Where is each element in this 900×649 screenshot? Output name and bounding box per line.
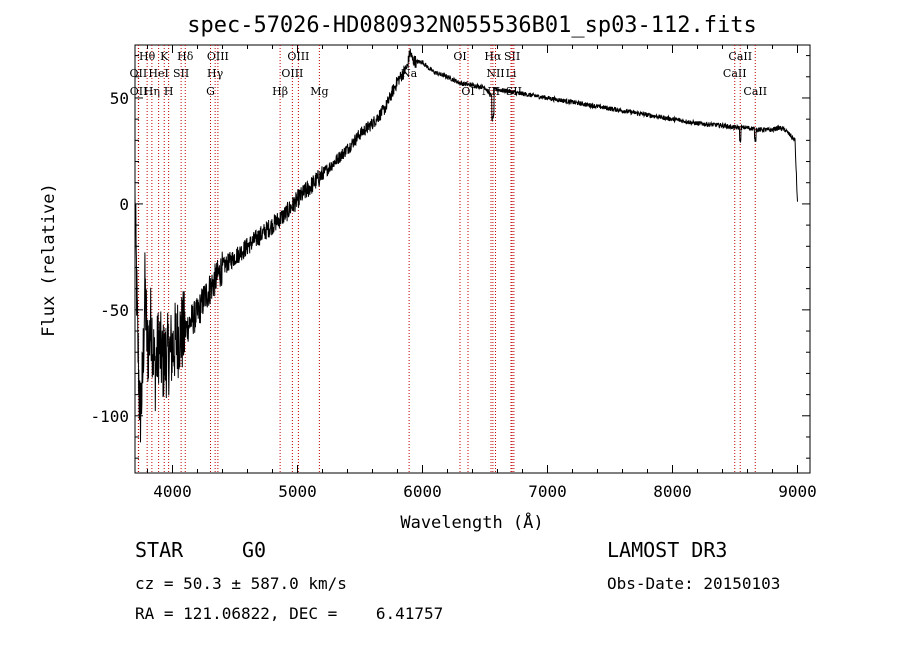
redshift-cz: cz = 50.3 ± 587.0 km/s bbox=[135, 574, 347, 593]
observation-date: Obs-Date: 20150103 bbox=[607, 574, 781, 593]
spectral-line-label: Li bbox=[506, 67, 517, 80]
y-tick-label: 50 bbox=[110, 89, 129, 108]
object-type: STAR bbox=[135, 538, 184, 562]
x-tick-label: 7000 bbox=[528, 482, 567, 501]
spectral-line-label: OII bbox=[130, 85, 148, 98]
spectral-line-label: NII bbox=[486, 67, 504, 80]
spectral-line-label: Mg bbox=[310, 85, 328, 98]
spectral-line-label: Hδ bbox=[177, 50, 194, 63]
spectrum-layer bbox=[134, 48, 798, 443]
spectral-line-label: SII bbox=[504, 50, 520, 63]
spectral-line-label: G bbox=[206, 85, 215, 98]
spectrum-line bbox=[134, 48, 798, 443]
spectral-line-label: OIII bbox=[287, 50, 309, 63]
x-tick-label: 6000 bbox=[403, 482, 442, 501]
axis-ticks: 4000 5000 6000 7000 8000 9000 -100 -50 0 50 bbox=[90, 45, 817, 501]
spectral-line-label: OI bbox=[461, 85, 474, 98]
y-tick-label: -100 bbox=[90, 407, 129, 426]
y-tick-label: 0 bbox=[119, 195, 129, 214]
y-axis-label: Flux (relative) bbox=[39, 183, 59, 337]
spectral-line-label: OI bbox=[453, 50, 466, 63]
spectral-line-label: SII bbox=[173, 67, 189, 80]
spectral-subclass: G0 bbox=[242, 538, 267, 562]
spectral-line-label: OIII bbox=[281, 67, 303, 80]
survey-name: LAMOST DR3 bbox=[607, 538, 728, 562]
spectral-line-label: Hη bbox=[144, 85, 160, 98]
x-axis-label: Wavelength (Å) bbox=[400, 511, 543, 533]
spectral-line-label: Hβ bbox=[272, 85, 288, 98]
spectral-line-label: CaII bbox=[728, 50, 752, 63]
spectral-line-label: OIII bbox=[207, 50, 229, 63]
x-tick-label: 5000 bbox=[278, 482, 317, 501]
spectral-line-label: OII bbox=[130, 67, 148, 80]
spectral-line-label: CaII bbox=[723, 67, 747, 80]
x-tick-label: 4000 bbox=[153, 482, 192, 501]
x-tick-label: 9000 bbox=[778, 482, 817, 501]
x-tick-label: 8000 bbox=[653, 482, 692, 501]
spectral-line-label: K bbox=[160, 50, 169, 63]
y-tick-label: -50 bbox=[100, 301, 129, 320]
spectral-line-label: Hγ bbox=[207, 67, 224, 80]
ra-dec-coordinates: RA = 121.06822, DEC = 6.41757 bbox=[135, 604, 444, 623]
spectral-line-label: CaII bbox=[743, 85, 767, 98]
chart-title: spec-57026-HD080932N055536B01_sp03-112.f… bbox=[187, 13, 757, 38]
spectral-line-label: H bbox=[164, 85, 174, 98]
spectral-line-label: Hθ bbox=[139, 50, 156, 63]
spectral-line-label: Hα bbox=[484, 50, 502, 63]
spectral-line-label: HeI bbox=[148, 67, 168, 80]
